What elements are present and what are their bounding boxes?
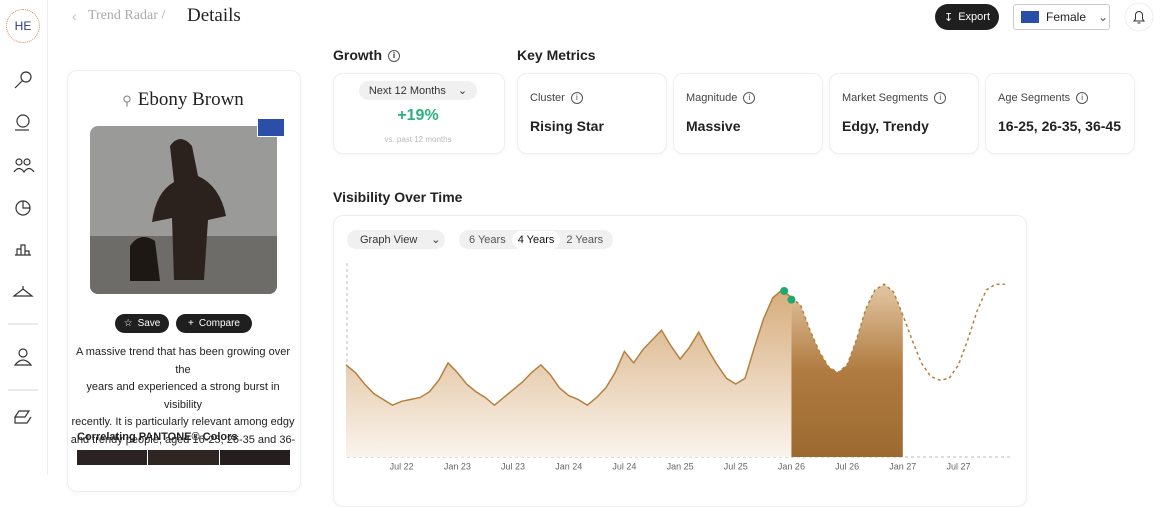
range-tabs: 6 Years 4 Years 2 Years: [459, 230, 614, 249]
logo[interactable]: HE: [6, 9, 40, 43]
metric-label: Market Segments i: [842, 92, 947, 105]
x-tick-label: Jul 26: [835, 461, 859, 471]
metric-value: Massive: [686, 118, 741, 134]
description-line: A massive trend that has been growing ov…: [75, 346, 290, 376]
notifications[interactable]: [1124, 2, 1154, 32]
metric-label-text: Cluster: [530, 92, 565, 104]
info-icon[interactable]: i: [570, 92, 583, 105]
info-icon[interactable]: i: [1076, 92, 1089, 105]
save-button[interactable]: ☆ Save: [115, 314, 169, 333]
info-icon[interactable]: i: [743, 92, 756, 105]
growth-value: +19%: [397, 107, 439, 124]
plus-icon: +: [188, 318, 194, 329]
compare-button[interactable]: + Compare: [176, 314, 252, 333]
back-arrow[interactable]: ‹: [72, 8, 77, 24]
info-icon[interactable]: i: [388, 50, 400, 63]
growth-title: Growth: [333, 47, 382, 63]
export-label: Export: [958, 11, 990, 23]
chart-title: Visibility Over Time: [333, 189, 463, 205]
range-tab[interactable]: 6 Years: [469, 233, 506, 246]
breadcrumb[interactable]: Trend Radar /: [88, 8, 166, 23]
growth-heading: Growth i: [333, 47, 400, 63]
gender-select[interactable]: Female ⌄: [1013, 4, 1110, 30]
trend-name-row: ⚲ Ebony Brown: [67, 89, 299, 111]
metric-label-text: Age Segments: [998, 92, 1071, 104]
growth-caption: vs. past 12 months: [384, 135, 452, 144]
current-marker: [787, 295, 796, 304]
metric-value: Edgy, Trendy: [842, 118, 929, 134]
nav-search[interactable]: [14, 71, 32, 89]
view-label: Graph View: [360, 233, 418, 246]
chevron: ⌄: [431, 234, 441, 246]
x-tick-label: Jan 26: [778, 461, 805, 471]
metric-card: [829, 73, 979, 154]
view-select[interactable]: Graph View ⌄: [347, 230, 445, 249]
description-line: recently. It is particularly relevant am…: [71, 416, 295, 429]
period-label: Next 12 Months: [368, 84, 446, 97]
pantone-swatch: [219, 450, 290, 465]
metric-label-text: Market Segments: [842, 92, 929, 104]
pantone-swatch: [148, 450, 219, 465]
chevron: ⌄: [457, 85, 468, 97]
metric-card: [985, 73, 1135, 154]
trend-image: [90, 126, 277, 294]
nav-icons: [8, 71, 38, 424]
gender-label: Female: [1046, 10, 1087, 24]
compare-label: Compare: [198, 318, 240, 329]
area-fill: [346, 289, 792, 457]
x-tick-label: Jan 23: [444, 461, 471, 471]
search-icon: ⚲: [122, 93, 132, 108]
x-tick-label: Jan 24: [555, 461, 582, 471]
range-tab[interactable]: 2 Years: [566, 233, 604, 246]
nav-people[interactable]: [13, 158, 35, 174]
history-line: [345, 288, 792, 407]
metric-card: [673, 73, 823, 154]
nav-ranking[interactable]: [15, 244, 31, 256]
description: A massive trend that has been growing ov…: [67, 344, 299, 467]
metric-value: 16-25, 26-35, 36-45: [998, 118, 1121, 134]
range-tab[interactable]: 4 Years: [511, 230, 561, 249]
page-title: Details: [187, 5, 241, 26]
nav-book[interactable]: [13, 410, 32, 424]
pantone-swatch: [77, 450, 148, 465]
pantone-title: Correlating PANTONE® Colors: [77, 431, 238, 443]
sidebar: HE: [0, 0, 48, 475]
nav-globe[interactable]: [15, 114, 30, 131]
x-tick-label: Jan 27: [889, 461, 916, 471]
key-metrics-title: Key Metrics: [517, 47, 596, 63]
x-tick-label: Jul 27: [946, 461, 970, 471]
metric-label-text: Magnitude: [686, 92, 738, 104]
nav-hanger[interactable]: [12, 286, 34, 297]
export-icon: ↧: [943, 11, 954, 24]
visibility-chart: Jul 22 Jan 23 Jul 23 Jan 24 Jul 24 Jan 25 Jul …: [345, 263, 1011, 471]
nav-profile[interactable]: [13, 348, 33, 366]
save-label: Save: [137, 318, 161, 329]
x-tick-label: Jan 25: [667, 461, 694, 471]
metric-card: [517, 73, 667, 154]
forecast-line: [790, 283, 1005, 381]
eu-flag: [257, 118, 285, 137]
metric-label: Age Segments i: [998, 92, 1089, 105]
eu-flag: [1021, 11, 1039, 23]
forecast-fill: [791, 284, 903, 457]
trend-name: Ebony Brown: [137, 89, 244, 110]
current-marker: [780, 286, 789, 295]
description-line: years and experienced a strong burst in …: [86, 381, 280, 411]
x-tick-label: Jul 25: [724, 461, 748, 471]
x-tick-label: Jul 22: [390, 461, 414, 471]
x-tick-label: Jul 24: [612, 461, 636, 471]
metric-label: Cluster i: [530, 92, 583, 105]
x-tick-label: Jul 23: [501, 461, 525, 471]
export-button[interactable]: ↧ Export: [935, 4, 999, 30]
metric-label: Magnitude i: [686, 92, 756, 105]
nav-chart[interactable]: [15, 200, 31, 216]
metric-value: Rising Star: [530, 118, 604, 134]
period-select[interactable]: Next 12 Months ⌄: [359, 81, 477, 100]
pantone-swatches: [77, 450, 290, 465]
star-icon: ☆: [123, 318, 133, 329]
info-icon[interactable]: i: [934, 92, 947, 105]
chevron: ⌄: [1098, 10, 1109, 24]
